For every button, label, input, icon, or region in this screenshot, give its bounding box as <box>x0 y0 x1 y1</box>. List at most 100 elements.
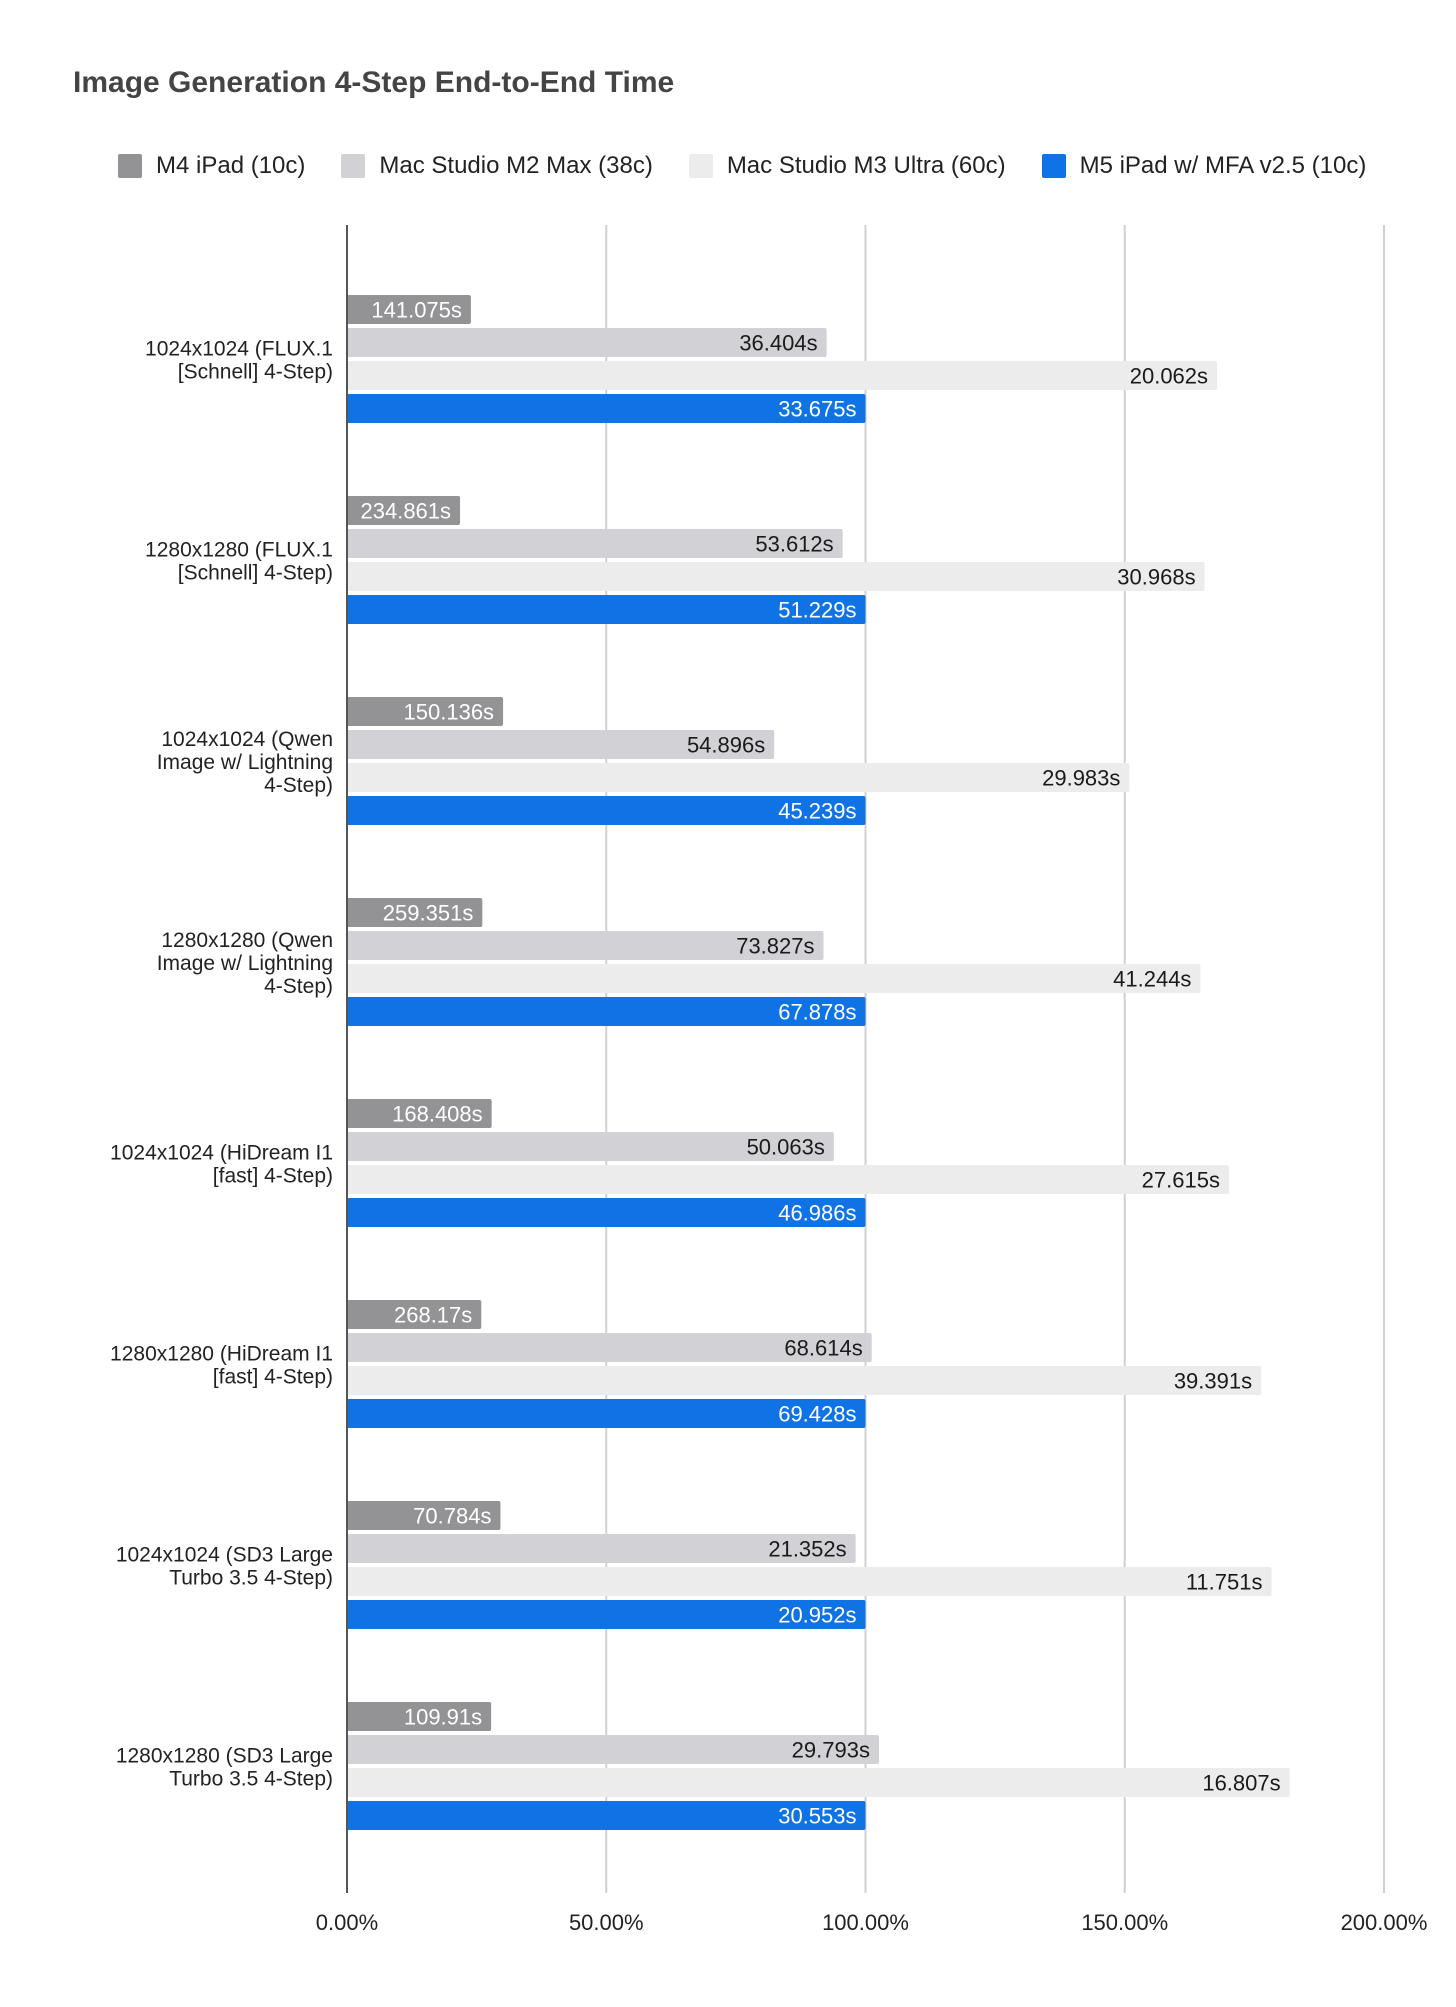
data-label: 29.793s <box>792 1738 870 1763</box>
data-label: 54.896s <box>687 733 765 758</box>
legend-item[interactable]: M5 iPad w/ MFA v2.5 (10c) <box>1041 152 1367 180</box>
bar <box>347 1801 866 1830</box>
category-label: 1024x1024 (HiDream I1 <box>110 1142 333 1165</box>
category-label: 1280x1280 (HiDream I1 <box>110 1343 333 1366</box>
bar <box>347 1534 856 1563</box>
category-label: [Schnell] 4-Step) <box>178 361 333 384</box>
bar <box>347 1702 492 1731</box>
legend-label: M5 iPad w/ MFA v2.5 (10c) <box>1079 152 1367 179</box>
category-label: 1024x1024 (Qwen <box>161 728 333 751</box>
data-label: 109.91s <box>404 1705 482 1730</box>
bar <box>347 529 843 558</box>
bar <box>347 595 866 624</box>
bar <box>347 328 827 357</box>
data-label: 268.17s <box>394 1303 472 1328</box>
data-label: 29.983s <box>1042 766 1120 791</box>
legend: M4 iPad (10c) Mac Studio M2 Max (38c) Mac … <box>118 146 1402 186</box>
bar <box>347 1567 1272 1596</box>
legend-label: Mac Studio M2 Max (38c) <box>379 152 653 179</box>
legend-swatch <box>688 154 713 178</box>
category-label: 1280x1280 (SD3 Large <box>116 1745 333 1768</box>
data-label: 46.986s <box>778 1201 856 1226</box>
bar <box>347 394 866 423</box>
data-label: 69.428s <box>778 1402 856 1427</box>
legend-item[interactable]: M4 iPad (10c) <box>118 152 305 180</box>
category-label: [Schnell] 4-Step) <box>178 562 333 585</box>
bar <box>347 1300 482 1329</box>
bar <box>347 1366 1262 1395</box>
category-label: Turbo 3.5 4-Step) <box>169 1768 333 1791</box>
bar <box>347 997 866 1026</box>
bar <box>347 964 1201 993</box>
data-label: 67.878s <box>778 1000 856 1025</box>
bar <box>347 1399 866 1428</box>
legend-item[interactable]: Mac Studio M2 Max (38c) <box>341 152 653 180</box>
bar <box>347 1099 492 1128</box>
data-label: 27.615s <box>1142 1168 1220 1193</box>
data-label: 30.553s <box>778 1804 856 1829</box>
category-label: [fast] 4-Step) <box>213 1366 333 1389</box>
data-label: 30.968s <box>1117 565 1195 590</box>
legend-swatch <box>341 154 366 178</box>
data-label: 70.784s <box>413 1504 491 1529</box>
bar <box>347 496 461 525</box>
legend-swatch <box>1041 154 1066 178</box>
data-label: 33.675s <box>778 397 856 422</box>
legend-label: M4 iPad (10c) <box>156 152 306 179</box>
x-tick-label: 150.00% <box>1081 1910 1168 1935</box>
bar <box>347 1132 834 1161</box>
x-tick-label: 100.00% <box>822 1910 909 1935</box>
data-label: 168.408s <box>392 1102 483 1127</box>
data-label: 259.351s <box>383 901 474 926</box>
x-tick-label: 200.00% <box>1341 1910 1428 1935</box>
category-label: 1024x1024 (FLUX.1 <box>145 338 333 361</box>
category-label: [fast] 4-Step) <box>213 1165 333 1188</box>
data-label: 141.075s <box>371 298 462 323</box>
data-label: 39.391s <box>1174 1369 1252 1394</box>
category-label: 1280x1280 (FLUX.1 <box>145 539 333 562</box>
legend-item[interactable]: Mac Studio M3 Ultra (60c) <box>688 152 1006 180</box>
bar <box>347 931 824 960</box>
data-label: 16.807s <box>1202 1771 1280 1796</box>
bar <box>347 1501 501 1530</box>
bar <box>347 697 504 726</box>
data-label: 41.244s <box>1113 967 1191 992</box>
x-tick-label: 50.00% <box>569 1910 644 1935</box>
data-label: 53.612s <box>755 532 833 557</box>
bar <box>347 1198 866 1227</box>
category-label: 1280x1280 (Qwen <box>161 929 333 952</box>
data-label: 50.063s <box>747 1135 825 1160</box>
bar <box>347 1600 866 1629</box>
bar <box>347 1165 1229 1194</box>
data-label: 234.861s <box>361 499 452 524</box>
bar <box>347 796 866 825</box>
category-label: 4-Step) <box>264 975 333 998</box>
bar <box>347 763 1130 792</box>
legend-swatch <box>118 154 142 178</box>
data-label: 11.751s <box>1186 1570 1263 1595</box>
category-label: Image w/ Lightning <box>157 751 333 774</box>
bar <box>347 898 483 927</box>
x-tick-label: 0.00% <box>316 1910 378 1935</box>
data-label: 73.827s <box>736 934 814 959</box>
bar <box>347 730 775 759</box>
chart-title: Image Generation 4-Step End-to-End Time <box>73 66 675 99</box>
bar <box>347 1768 1290 1797</box>
data-label: 51.229s <box>778 598 856 623</box>
data-label: 21.352s <box>768 1537 846 1562</box>
category-label: Turbo 3.5 4-Step) <box>169 1567 333 1590</box>
category-label: 1024x1024 (SD3 Large <box>116 1544 333 1567</box>
data-label: 45.239s <box>778 799 856 824</box>
data-label: 68.614s <box>784 1336 862 1361</box>
bar <box>347 295 471 324</box>
data-label: 150.136s <box>404 700 495 725</box>
legend-label: Mac Studio M3 Ultra (60c) <box>726 152 1006 179</box>
bar <box>347 1333 872 1362</box>
bar <box>347 562 1205 591</box>
data-label: 20.062s <box>1130 364 1208 389</box>
category-label: Image w/ Lightning <box>157 952 333 975</box>
data-label: 20.952s <box>778 1603 856 1628</box>
category-label: 4-Step) <box>264 774 333 797</box>
data-label: 36.404s <box>739 331 817 356</box>
